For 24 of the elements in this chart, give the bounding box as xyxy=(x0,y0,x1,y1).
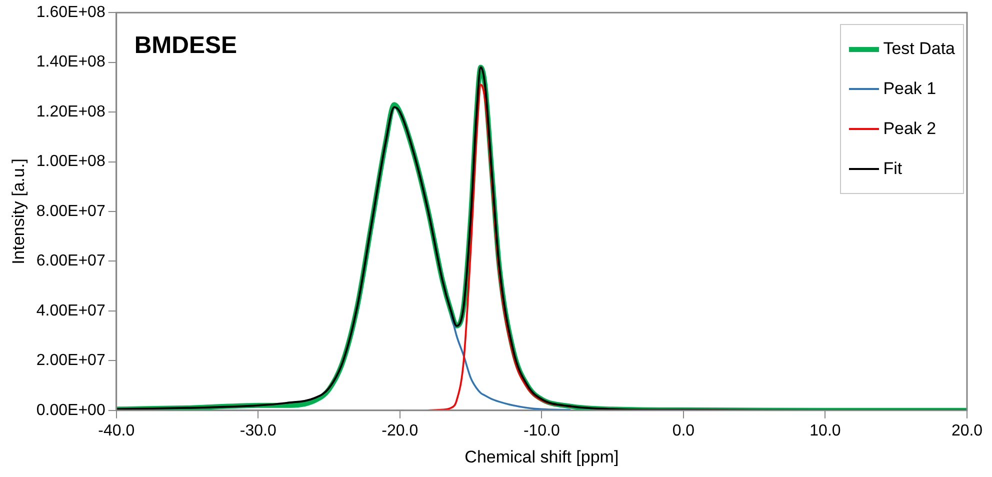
x-tick-label: 0.0 xyxy=(672,422,695,440)
text: BMDESE xyxy=(134,32,238,60)
legend-label: Test Data xyxy=(883,39,955,59)
x-tick-label: 10.0 xyxy=(810,422,841,440)
legend-label: Fit xyxy=(883,159,902,179)
legend-label: Peak 2 xyxy=(883,119,936,139)
line-series xyxy=(450,312,571,410)
x-tick-label: -30.0 xyxy=(240,422,276,440)
x-tick-label: -10.0 xyxy=(523,422,560,440)
y-tick-label: 1.60E+08 xyxy=(36,4,106,22)
y-tick-label: 0.00E+00 xyxy=(36,402,106,419)
y-tick-label: 6.00E+07 xyxy=(36,252,106,270)
x-tick-label: 20.0 xyxy=(951,422,983,440)
y-axis-title: Intensity [a.u.] xyxy=(8,158,28,264)
y-tick-label: 1.00E+08 xyxy=(36,153,106,170)
y-tick-label: 8.00E+07 xyxy=(36,202,106,220)
y-tick-label: 4.00E+07 xyxy=(36,302,106,320)
legend-label: Peak 1 xyxy=(883,79,936,99)
x-axis-title: Chemical shift [ppm] xyxy=(464,447,619,466)
x-tick-label: -20.0 xyxy=(382,422,418,440)
x-tick-label: -40.0 xyxy=(98,422,135,440)
y-tick-label: 2.00E+07 xyxy=(36,352,106,370)
y-tick-label: 1.20E+08 xyxy=(36,103,106,120)
y-tick-label: 1.40E+08 xyxy=(36,54,106,71)
